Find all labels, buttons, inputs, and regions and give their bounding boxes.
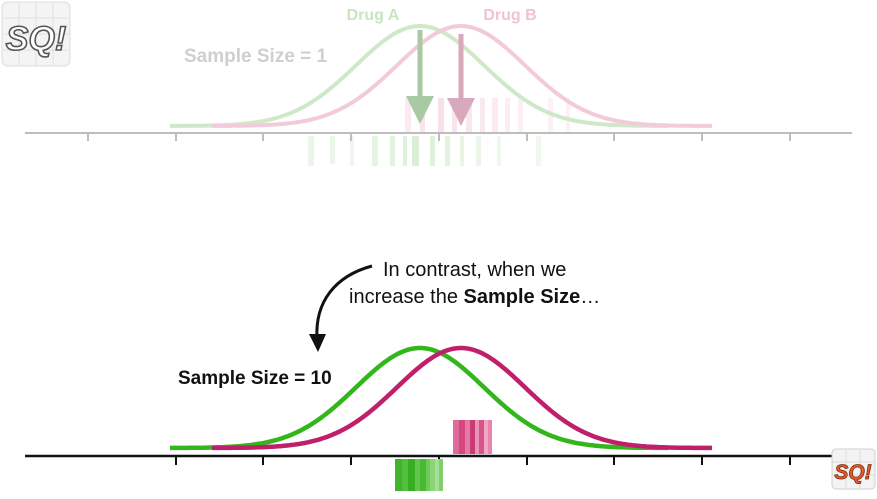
bottom-panel: Sample Size = 10 In contrast, when we in…: [25, 259, 852, 491]
bottom-drug-a-curve: [169, 345, 668, 451]
top-drug-b-arrow: [447, 34, 475, 126]
annotation-line-2-prefix: increase the: [349, 286, 464, 308]
drug-a-label: Drug A: [347, 7, 400, 24]
bottom-right-logo: SQ!: [831, 448, 876, 490]
drug-b-label: Drug B: [483, 7, 536, 24]
top-axis-ticks: [87, 133, 791, 141]
bottom-drug-a-samples: [395, 459, 443, 491]
annotation-bold-term: Sample Size: [464, 286, 581, 308]
top-drug-a-arrow: [406, 30, 434, 124]
bottom-drug-b-curve: [212, 345, 713, 451]
top-panel: Drug A Drug B Sample Size = 1: [25, 7, 852, 166]
annotation-line-2-suffix: …: [580, 286, 600, 308]
bottom-sample-size-label: Sample Size = 10: [178, 368, 332, 389]
top-drug-b-curve: [212, 24, 713, 128]
top-left-logo: SQ!: [1, 1, 71, 67]
bottom-right-logo-text: SQ!: [834, 461, 871, 484]
top-left-logo-text: SQ!: [6, 20, 66, 58]
annotation-curved-arrow: [309, 264, 373, 352]
annotation-line-2: increase the Sample Size…: [349, 286, 600, 308]
top-sample-bars: [308, 98, 570, 166]
top-drug-a-curve: [169, 24, 668, 128]
annotation-line-1: In contrast, when we: [383, 259, 566, 281]
bottom-axis-ticks: [175, 456, 791, 465]
top-sample-size-label: Sample Size = 1: [184, 46, 328, 67]
bottom-drug-b-samples: [453, 420, 492, 454]
